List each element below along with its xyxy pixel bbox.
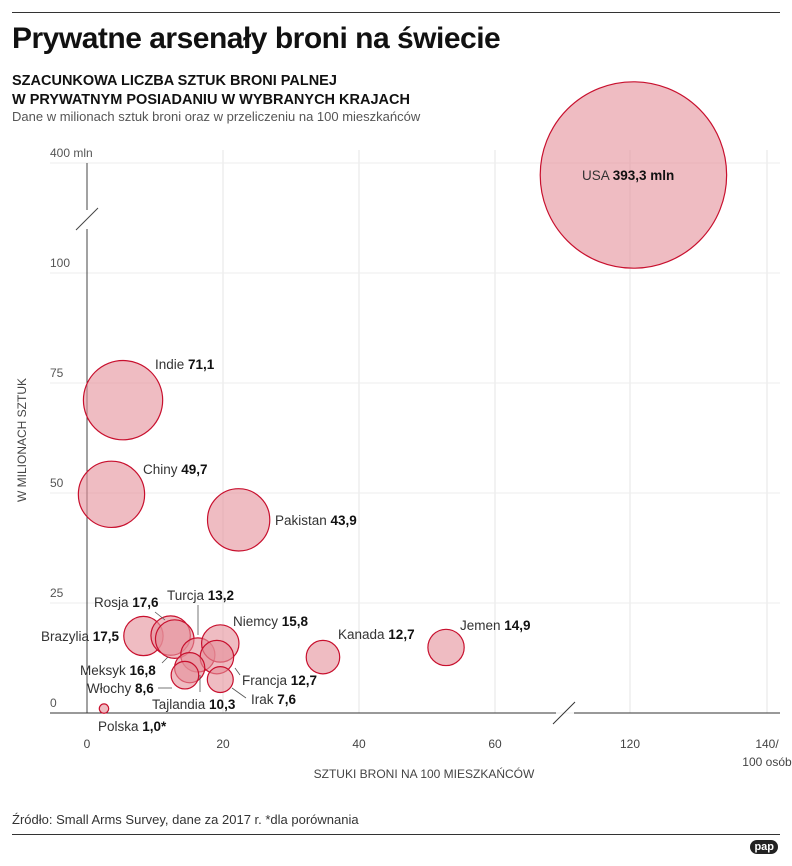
country-name: Włochy [87, 681, 135, 696]
y-axis-break [75, 207, 99, 231]
bubble-chart: 0 20 40 60 120 140/100 osób 0 25 50 75 100 400 mln S… [15, 81, 792, 781]
bubble-label: Brazylia 17,5 [41, 629, 120, 644]
y-tick-label: 400 mln [50, 146, 93, 160]
y-tick-label: 50 [50, 476, 64, 490]
value-label: 49,7 [181, 462, 207, 477]
country-name: Polska [98, 719, 142, 734]
value-label: 14,9 [504, 618, 530, 633]
leader-line [161, 656, 169, 664]
leader-line [231, 687, 247, 699]
bubble-usa [539, 81, 728, 269]
bubble-label: Niemcy 15,8 [233, 614, 309, 629]
x-tick-label: 20 [216, 737, 230, 751]
bubble-label: Chiny 49,7 [143, 462, 208, 477]
x-axis-break [552, 701, 576, 725]
country-name: Niemcy [233, 614, 282, 629]
bubble-label: Jemen 14,9 [460, 618, 531, 633]
x-tick-label: 120 [620, 737, 640, 751]
value-label: 12,7 [388, 627, 414, 642]
bubble-chiny [77, 460, 146, 529]
x-tick-label: 140/ [755, 737, 779, 751]
country-name: Kanada [338, 627, 388, 642]
y-tick-label: 100 [50, 256, 70, 270]
country-name: Brazylia [41, 629, 93, 644]
bubble-label: Turcja 13,2 [167, 588, 234, 603]
value-label: 8,6 [135, 681, 154, 696]
subtitle-line-1: SZACUNKOWA LICZBA SZTUK BRONI PALNEJ [12, 73, 337, 89]
x-axis-label: SZTUKI BRONI NA 100 MIESZKAŃCÓW [314, 766, 535, 781]
bubble-label: Meksyk 16,8 [80, 663, 156, 678]
country-name: Tajlandia [152, 697, 209, 712]
bubble-jemen [427, 628, 465, 667]
country-name: Irak [251, 692, 277, 707]
y-axis-label: W MILIONACH SZTUK [15, 378, 29, 502]
subtitle: SZACUNKOWA LICZBA SZTUK BRONI PALNEJ W PR… [12, 72, 410, 110]
value-label: 13,2 [208, 588, 234, 603]
pap-logo: pap [750, 840, 778, 854]
bubble-polska [98, 703, 110, 714]
bubble-label: Włochy 8,6 [87, 681, 154, 696]
page-title: Prywatne arsenały broni na świecie [12, 22, 501, 55]
bubble-label: Irak 7,6 [251, 692, 297, 707]
bubble-label: Kanada 12,7 [338, 627, 415, 642]
x-tick-label: 0 [84, 737, 91, 751]
bubble-indie [82, 359, 164, 441]
x-tick-label: 40 [352, 737, 366, 751]
value-label: 17,6 [132, 595, 159, 610]
bubble-label: Francja 12,7 [242, 673, 317, 688]
y-tick-label: 0 [50, 696, 57, 710]
bubble-irak [206, 666, 234, 694]
bubble-label: Pakistan 43,9 [275, 513, 357, 528]
value-label: 12,7 [291, 673, 317, 688]
country-name: Francja [242, 673, 291, 688]
x-tick-label: 60 [488, 737, 502, 751]
value-label: 71,1 [188, 357, 215, 372]
leader-line [154, 611, 166, 621]
bubble-label: Rosja 17,6 [94, 595, 159, 610]
country-name: Turcja [167, 588, 208, 603]
value-label: 393,3 mln [613, 168, 675, 183]
country-name: Chiny [143, 462, 181, 477]
value-label: 17,5 [93, 629, 120, 644]
bubble-label: Polska 1,0* [98, 719, 167, 734]
leader-line [234, 667, 241, 676]
country-name: Pakistan [275, 513, 331, 528]
subtitle-line-2: W PRYWATNYM POSIADANIU W WYBRANYCH KRAJA… [12, 92, 410, 108]
bottom-rule [12, 834, 780, 835]
top-rule [12, 12, 780, 13]
bubble-pakistan [206, 488, 271, 552]
value-label: 15,8 [282, 614, 309, 629]
bubble-kanada [305, 639, 341, 675]
country-name: Rosja [94, 595, 132, 610]
bubble-label: Tajlandia 10,3 [152, 697, 236, 712]
bubble-włochy [170, 660, 200, 690]
y-tick-label: 75 [50, 366, 64, 380]
value-label: 7,6 [277, 692, 296, 707]
country-name: Indie [155, 357, 188, 372]
description: Dane w milionach sztuk broni oraz w prze… [12, 109, 421, 124]
bubble-label: Indie 71,1 [155, 357, 215, 372]
y-tick-label: 25 [50, 586, 64, 600]
value-label: 43,9 [331, 513, 357, 528]
country-name: USA [582, 168, 613, 183]
bubble-label: USA 393,3 mln [582, 168, 674, 183]
country-name: Jemen [460, 618, 504, 633]
source-note: Źródło: Small Arms Survey, dane za 2017 … [12, 812, 359, 827]
country-name: Meksyk [80, 663, 130, 678]
value-label: 1,0* [142, 719, 167, 734]
x-tick-suffix: 100 osób [742, 755, 792, 769]
value-label: 10,3 [209, 697, 236, 712]
value-label: 16,8 [130, 663, 157, 678]
